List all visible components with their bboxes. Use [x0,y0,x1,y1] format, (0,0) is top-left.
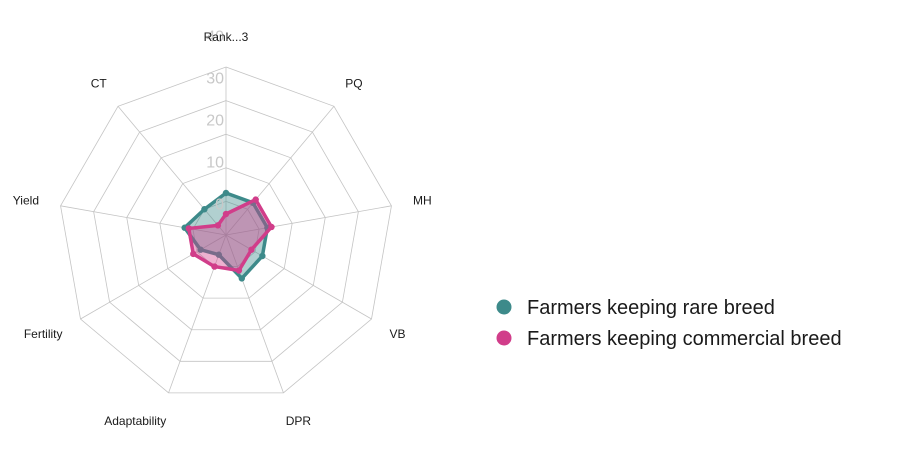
grid-ring [60,66,392,394]
data-point [252,196,259,203]
grid-spoke [225,205,392,236]
legend: Farmers keeping rare breed Farmers keepin… [496,297,842,350]
series-commercial-breed [185,196,275,274]
data-point [185,225,192,232]
axis-label: CT [91,76,108,90]
grid-ring [159,167,293,299]
data-point [215,251,223,258]
axis-labels: Rank...3 PQ MH VB DPR Adaptability Fertility Yi… [13,30,432,428]
grid-ring [126,133,326,331]
legend-label: Farmers keeping rare breed [527,297,775,319]
data-point [214,222,222,229]
axis-label: Rank...3 [204,30,249,44]
data-point [197,246,204,253]
tick-label: 30 [206,70,224,87]
grid-spoke [225,106,335,236]
legend-label: Farmers keeping commercial breed [527,328,842,350]
legend-marker [496,299,512,315]
grid-spoke [168,234,227,394]
grid-ring [93,100,359,362]
data-point [222,210,230,218]
data-point [190,250,197,258]
grid-ring [192,200,260,267]
data-point [248,246,255,253]
grid-spoke [117,106,227,236]
series-area [187,197,274,273]
data-point [211,263,218,270]
data-point [222,189,230,197]
tick-label: 10 [206,154,224,171]
axis-label: Yield [13,194,39,208]
tick-labels: 0 10 20 30 40 [206,28,224,213]
grid-spoke [60,205,227,236]
legend-marker [496,330,512,346]
axis-label: MH [413,194,432,208]
grid-spoke [225,234,284,394]
series-areas [181,189,275,282]
axis-label: Fertility [24,327,63,341]
tick-label: 40 [206,28,224,45]
data-point [201,206,208,213]
data-point [259,252,266,260]
data-point [268,223,275,231]
axis-label: Adaptability [104,414,166,428]
tick-label: 0 [215,196,224,213]
data-point [235,267,243,274]
axis-label: PQ [345,76,362,90]
tick-label: 20 [206,112,224,129]
axis-label: DPR [286,414,312,428]
data-point [238,275,246,282]
axis-label: VB [389,327,405,341]
